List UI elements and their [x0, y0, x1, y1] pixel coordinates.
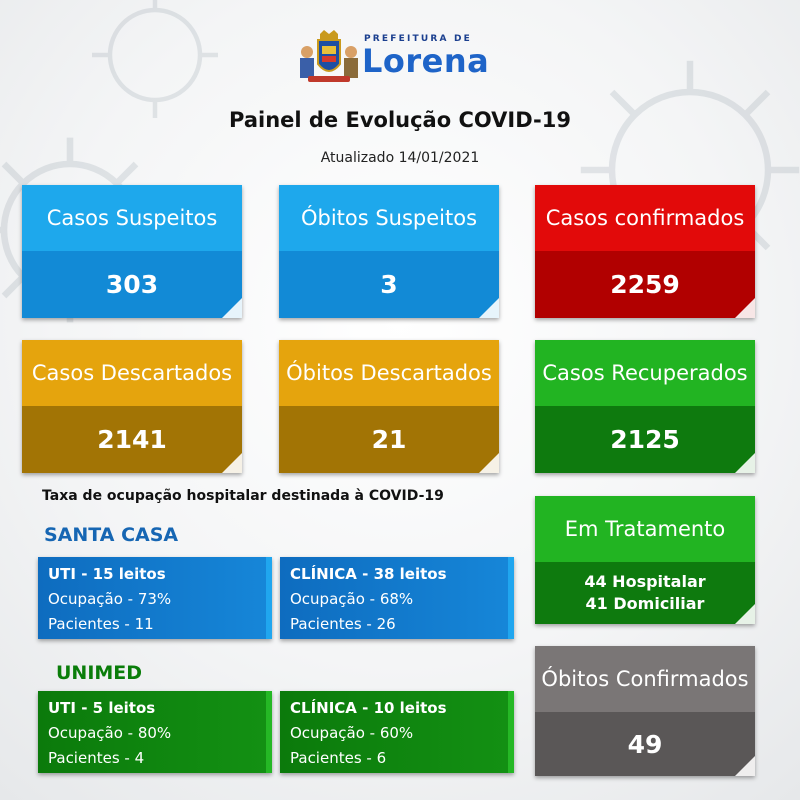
logo-subtitle: PREFEITURA DE: [364, 34, 473, 44]
card-corner-fold: [735, 298, 755, 318]
card-corner-fold: [479, 453, 499, 473]
card-corner-fold: [735, 453, 755, 473]
card-corner-fold: [479, 298, 499, 318]
card-obitos-suspeitos: Óbitos Suspeitos 3: [279, 185, 499, 318]
hospital-name-santa-casa: SANTA CASA: [44, 524, 179, 546]
hospital-name-unimed: UNIMED: [56, 662, 143, 684]
unimed-uti-card: UTI - 5 leitos Ocupação - 80% Pacientes …: [38, 691, 272, 773]
santa-casa-clinica-card: CLÍNICA - 38 leitos Ocupação - 68% Pacie…: [280, 557, 514, 639]
occupancy-title: Taxa de ocupação hospitalar destinada à …: [42, 488, 444, 504]
hospitalar-count: 44 Hospitalar: [584, 572, 706, 591]
page-title: Painel de Evolução COVID-19: [229, 108, 571, 132]
card-label: Casos Suspeitos: [22, 185, 242, 251]
card-corner-fold: [222, 298, 242, 318]
card-value: 44 Hospitalar 41 Domiciliar: [535, 562, 755, 624]
uti-beds: UTI - 5 leitos: [48, 699, 156, 717]
card-label: Casos confirmados: [535, 185, 755, 251]
card-value: 2125: [535, 406, 755, 473]
card-corner-fold: [735, 604, 755, 624]
card-label: Óbitos Suspeitos: [279, 185, 499, 251]
clinica-beds: CLÍNICA - 10 leitos: [290, 699, 447, 717]
card-label: Óbitos Confirmados: [535, 646, 755, 712]
uti-occupancy: Ocupação - 73%: [48, 590, 172, 608]
card-casos-recuperados: Casos Recuperados 2125: [535, 340, 755, 473]
clinica-beds: CLÍNICA - 38 leitos: [290, 565, 447, 583]
card-corner-fold: [222, 453, 242, 473]
card-value: 3: [279, 251, 499, 318]
card-value: 2259: [535, 251, 755, 318]
uti-patients: Pacientes - 11: [48, 615, 154, 633]
card-corner-fold: [735, 756, 755, 776]
domiciliar-count: 41 Domiciliar: [585, 594, 705, 613]
card-casos-suspeitos: Casos Suspeitos 303: [22, 185, 242, 318]
updated-date: Atualizado 14/01/2021: [320, 150, 480, 166]
card-casos-confirmados: Casos confirmados 2259: [535, 185, 755, 318]
card-value: 49: [535, 712, 755, 776]
card-obitos-confirmados: Óbitos Confirmados 49: [535, 646, 755, 776]
card-label: Casos Descartados: [22, 340, 242, 406]
card-value: 21: [279, 406, 499, 473]
card-value: 2141: [22, 406, 242, 473]
uti-beds: UTI - 15 leitos: [48, 565, 166, 583]
clinica-occupancy: Ocupação - 68%: [290, 590, 414, 608]
card-label: Casos Recuperados: [535, 340, 755, 406]
card-obitos-descartados: Óbitos Descartados 21: [279, 340, 499, 473]
uti-occupancy: Ocupação - 80%: [48, 724, 172, 742]
logo-city-name: Lorena: [362, 42, 490, 80]
virus-decoration-top: [92, 0, 218, 118]
card-label: Em Tratamento: [535, 496, 755, 562]
clinica-occupancy: Ocupação - 60%: [290, 724, 414, 742]
city-crest-icon: [300, 30, 358, 82]
uti-patients: Pacientes - 4: [48, 749, 145, 767]
card-casos-descartados: Casos Descartados 2141: [22, 340, 242, 473]
card-value: 303: [22, 251, 242, 318]
clinica-patients: Pacientes - 26: [290, 615, 396, 633]
prefeitura-logo: PREFEITURA DE Lorena: [298, 28, 502, 84]
card-em-tratamento: Em Tratamento 44 Hospitalar 41 Domicilia…: [535, 496, 755, 624]
clinica-patients: Pacientes - 6: [290, 749, 387, 767]
unimed-clinica-card: CLÍNICA - 10 leitos Ocupação - 60% Pacie…: [280, 691, 514, 773]
santa-casa-uti-card: UTI - 15 leitos Ocupação - 73% Pacientes…: [38, 557, 272, 639]
card-label: Óbitos Descartados: [279, 340, 499, 406]
